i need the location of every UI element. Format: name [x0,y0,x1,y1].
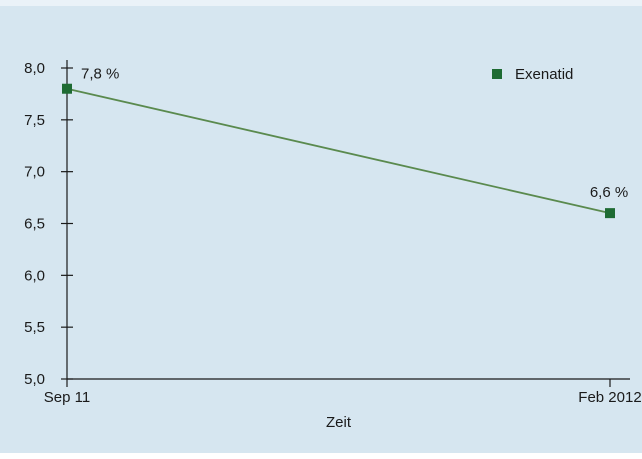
series-line [66,87,611,215]
chart-axes [66,60,630,380]
x-axis-label: Zeit [326,414,352,431]
data-point [62,83,72,94]
y-tick-labels: 5,0 5,5 6,0 6,5 7,0 7,5 8,0 [24,60,73,388]
y-tick-label: 7,5 [24,112,45,129]
data-point [605,208,615,219]
x-tick-label: Feb 2012 [578,389,641,406]
x-tick-label: Sep 11 [44,389,90,406]
series-layer: 7,8 % 6,6 % [62,66,628,219]
legend-marker [492,69,502,79]
y-tick-label: 7,0 [24,164,45,181]
x-tick-labels: Sep 11 Feb 2012 [44,379,642,406]
y-tick-label: 5,0 [24,371,45,388]
legend: Exenatid [492,66,573,83]
data-label: 6,6 % [590,184,628,201]
y-tick-label: 8,0 [24,60,45,77]
y-tick-label: 5,5 [24,319,45,336]
y-tick-label: 6,0 [24,267,45,284]
legend-label: Exenatid [515,66,573,83]
y-tick-label: 6,5 [24,216,45,233]
data-label: 7,8 % [81,66,119,83]
line-chart: 5,0 5,5 6,0 6,5 7,0 7,5 8,0 Sep 11 Feb 2012 7,8… [24,60,642,431]
